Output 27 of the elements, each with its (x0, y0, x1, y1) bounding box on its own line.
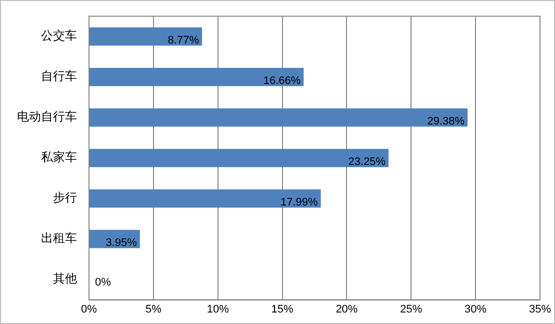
x-tick-label: 5% (145, 303, 162, 316)
y-tick-label: 其他 (53, 272, 77, 286)
data-label: 0% (95, 276, 112, 289)
bar (90, 27, 202, 46)
x-tick-label: 20% (336, 303, 358, 316)
data-label: 23.25% (348, 156, 386, 168)
bar (90, 148, 389, 168)
y-tick-label: 电动自行车 (17, 110, 77, 124)
x-tick-label: 35% (528, 303, 552, 316)
bar (90, 68, 304, 86)
data-label: 8.77% (168, 34, 200, 46)
y-tick-label: 私家车 (41, 150, 77, 164)
x-tick-label: 10% (206, 303, 230, 316)
y-tick-label: 自行车 (41, 69, 77, 84)
y-tick-label: 步行 (53, 190, 77, 205)
bar (90, 108, 468, 127)
x-tick-label: 15% (271, 303, 294, 316)
data-label: 16.66% (263, 75, 301, 88)
bar (90, 189, 321, 208)
data-label: 29.38% (427, 116, 465, 128)
y-tick-label: 出租车 (41, 231, 77, 246)
x-tick-label: 0% (81, 303, 98, 316)
y-tick-label: 公交车 (41, 28, 77, 43)
data-label: 17.99% (280, 196, 318, 209)
data-label: 3.95% (106, 237, 138, 250)
x-tick-label: 25% (400, 303, 422, 316)
x-tick-label: 30% (464, 303, 487, 316)
